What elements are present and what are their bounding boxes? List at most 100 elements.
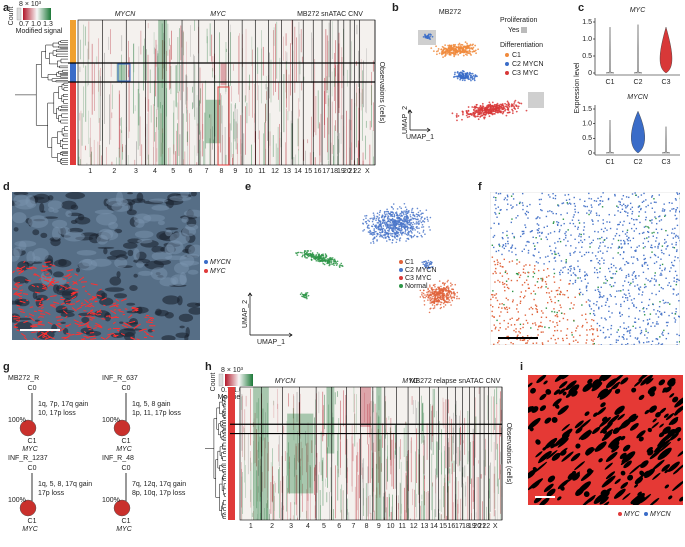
umap-cell [424, 296, 426, 299]
cell-spot [604, 304, 607, 306]
tissue-dark [60, 321, 66, 324]
cell-spot [667, 321, 669, 324]
myc-signal [25, 267, 33, 270]
umap-cell [499, 103, 502, 106]
heatmap-streak [422, 402, 424, 443]
tissue-light [151, 251, 173, 261]
umap-cell [409, 214, 412, 216]
cell-spot [597, 251, 599, 253]
umap-cell [459, 74, 461, 76]
clone-gene: MYC [116, 526, 133, 533]
heatmap-streak [276, 388, 278, 409]
cell-spot [596, 258, 598, 260]
heatmap-streak [277, 147, 279, 165]
cell-spot [537, 232, 539, 234]
tissue-dark [188, 307, 200, 315]
umap-cell [495, 108, 498, 111]
umap-cell [448, 291, 450, 293]
cell-spot [645, 206, 647, 208]
myc-signal [16, 304, 21, 307]
heatmap-streak [200, 88, 201, 104]
cell-spot [635, 277, 637, 280]
cell-spot [623, 220, 625, 223]
cell-spot [639, 332, 642, 335]
myc-signal [107, 328, 112, 330]
heatmap-streak [288, 442, 290, 493]
myc-signal [28, 313, 35, 317]
clone-pie [113, 419, 131, 437]
tissue-light [32, 255, 41, 262]
cell-spot [535, 237, 537, 239]
cell-spot [655, 323, 658, 325]
umap-cell [401, 229, 403, 231]
cell-spot [629, 239, 631, 242]
cell-spot [508, 261, 511, 263]
cell-spot [493, 324, 495, 326]
tissue-light [138, 270, 153, 276]
cell-spot [578, 222, 581, 224]
umap-cell [455, 50, 458, 53]
heatmap-streak [348, 119, 350, 165]
myc-signal [59, 299, 65, 301]
cell-spot [529, 264, 531, 266]
cell-spot [630, 282, 632, 284]
umap-cell [365, 214, 368, 217]
myc-signal [62, 306, 67, 309]
cell-spot [563, 222, 565, 225]
myc-signal [16, 266, 23, 271]
heatmap-streak [79, 66, 81, 73]
cell-spot [537, 229, 539, 232]
umap-cell [428, 226, 430, 228]
myc-signal [88, 335, 96, 338]
x-tick-label: C3 [662, 159, 671, 166]
heatmap-streak [245, 28, 247, 101]
heatmap-streak [386, 458, 388, 490]
colorbar-density [218, 373, 224, 387]
umap-cell [447, 287, 450, 290]
cell-spot [527, 240, 529, 243]
heatmap-title: MB272 snATAC CNV [297, 11, 363, 18]
umap-cell [435, 300, 438, 303]
cell-spot [648, 236, 650, 238]
cell-spot [582, 229, 585, 231]
heatmap-streak [303, 76, 305, 81]
cell-spot [556, 314, 558, 316]
umap-cell [325, 254, 328, 257]
umap-cell [427, 220, 429, 222]
heatmap-streak [156, 148, 158, 165]
cell-spot [634, 337, 637, 339]
cell-spot [544, 326, 546, 328]
umap-cell [484, 110, 487, 112]
cell-spot [675, 244, 677, 246]
cell-spot [528, 241, 530, 243]
cell-spot [567, 272, 569, 274]
umap-cell [448, 44, 451, 47]
cell-spot [519, 201, 521, 203]
heatmap-streak [315, 95, 317, 136]
myc-signal [72, 280, 78, 285]
cell-spot [494, 263, 496, 266]
myc-signal [37, 315, 41, 319]
heatmap-bg [240, 387, 502, 520]
cell-spot [578, 233, 581, 235]
umap-cell [317, 258, 320, 260]
umap-cell [300, 292, 303, 294]
umap-cell [366, 225, 369, 227]
cell-spot [620, 239, 622, 242]
umap-cell [398, 234, 400, 236]
heatmap-streak [452, 502, 454, 520]
heatmap-streak [263, 133, 265, 165]
cell-spot [524, 226, 527, 229]
myc-signal [13, 291, 18, 296]
umap-cell [424, 217, 426, 220]
umap-cell [407, 211, 410, 213]
umap-cell [421, 235, 423, 238]
myc-signal [144, 337, 148, 339]
cell-spot [541, 231, 543, 234]
heatmap-streak [373, 156, 374, 165]
cell-spot [573, 252, 575, 254]
heatmap-streak [169, 44, 171, 89]
image-d [12, 192, 200, 340]
cell-spot [638, 205, 640, 208]
cell-spot [522, 336, 524, 338]
